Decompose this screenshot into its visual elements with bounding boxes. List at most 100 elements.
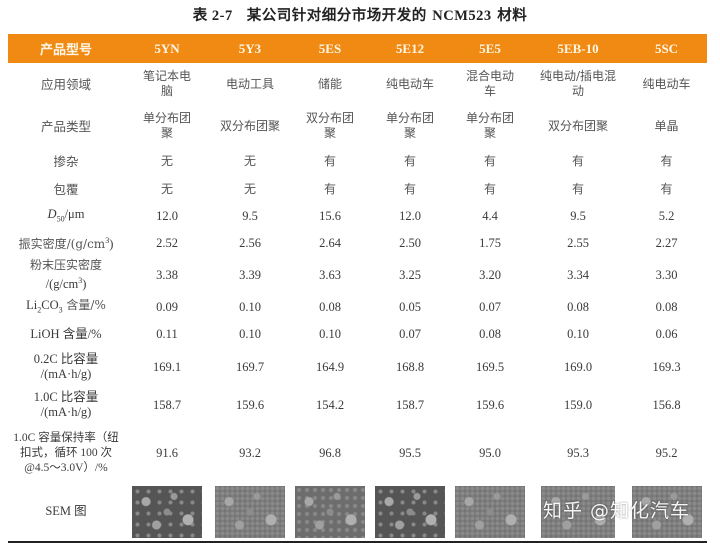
sem-image xyxy=(215,485,285,538)
table-cell: 159.6 xyxy=(235,397,265,412)
table-cell: 168.8 xyxy=(395,359,425,374)
row-label: 应用领域 xyxy=(40,76,91,92)
table-cell: 169.0 xyxy=(563,359,593,374)
table-cell: 3.25 xyxy=(399,267,421,282)
title-material: NCM523 xyxy=(432,8,492,24)
table-row-product-type: 产品类型 单分布团聚 双分布团聚 双分布团聚 单分布团聚 单分布团聚 双分布团聚… xyxy=(8,105,707,147)
table-cell: 无 xyxy=(160,182,173,196)
table-cell: 5.2 xyxy=(658,209,675,223)
table-number: 表 2-7 xyxy=(192,8,233,24)
table-cell: 有 xyxy=(571,154,584,168)
table-cell: 2.64 xyxy=(319,235,341,250)
table-cell: 3.63 xyxy=(319,267,341,282)
table-cell: 95.0 xyxy=(479,445,501,460)
table-cell: 无 xyxy=(243,154,256,168)
header-model: 5SC xyxy=(654,40,679,56)
title-text: 某公司针对细分市场开发的 xyxy=(246,8,427,24)
table-cell: 有 xyxy=(483,182,496,196)
label-part: /μm xyxy=(64,206,85,221)
sem-image xyxy=(541,485,615,538)
table-cell: 单分布团聚 xyxy=(386,111,435,140)
table-cell: 159.6 xyxy=(475,397,505,412)
table-cell: 2.27 xyxy=(655,235,678,250)
label-superscript: 3 xyxy=(78,275,83,285)
table-cell: 3.39 xyxy=(239,267,261,282)
table-row-d50: D50/μm 12.0 9.5 15.6 12.0 4.4 9.5 5.2 xyxy=(8,203,707,230)
table-cell: 有 xyxy=(323,154,336,168)
table-row-coating: 包覆 无 无 有 有 有 有 有 xyxy=(8,176,707,203)
label-part: D xyxy=(47,206,57,221)
watermark: 知乎 @知化汽车 xyxy=(543,500,691,522)
table-cell: 156.8 xyxy=(652,397,681,412)
table-cell: 0.08 xyxy=(655,300,678,314)
table-cell: 91.6 xyxy=(156,445,178,460)
label-line: 扣式，循环 100 次 xyxy=(20,446,112,459)
table-cell: 有 xyxy=(323,182,336,196)
table-cell: 154.2 xyxy=(315,397,345,412)
table-cell xyxy=(530,482,626,542)
table-cell: 169.3 xyxy=(652,359,681,374)
table-cell: 15.6 xyxy=(319,209,341,223)
table-cell: 158.7 xyxy=(395,397,425,412)
row-label: 1.0C 比容量/(mA·h/g) xyxy=(8,386,124,424)
row-label: SEM 图 xyxy=(45,504,87,518)
table-cell: 0.08 xyxy=(567,300,589,314)
table-cell xyxy=(210,482,290,542)
table-cell: 0.08 xyxy=(319,300,341,314)
table-cell xyxy=(370,482,450,542)
label-part: Li xyxy=(26,297,38,312)
table-cell: 0.09 xyxy=(156,300,178,314)
table-cell: 0.10 xyxy=(319,327,341,341)
row-label: 掺杂 xyxy=(53,154,79,169)
table-cell: 无 xyxy=(243,182,256,196)
row-label: D50/μm xyxy=(8,203,124,230)
label-subscript: 50 xyxy=(56,214,65,224)
label-subscript: 2 xyxy=(37,305,42,315)
table-cell: 9.5 xyxy=(242,209,258,223)
table-cell: 158.7 xyxy=(152,397,182,412)
table-cell: 2.50 xyxy=(399,235,421,250)
label-line: @4.5～3.0V）/% xyxy=(24,461,108,474)
table-cell: 储能 xyxy=(317,76,342,91)
table-cell: 4.4 xyxy=(482,209,498,223)
table-cell: 3.20 xyxy=(479,267,501,282)
table-cell: 双分布团聚 xyxy=(306,111,355,140)
label-line: 1.0C 比容量 xyxy=(33,390,99,404)
header-model: 5YN xyxy=(154,40,180,56)
row-label: 包覆 xyxy=(53,182,79,197)
table-row-lioh: LiOH 含量/% 0.11 0.10 0.10 0.07 0.08 0.10 … xyxy=(8,321,707,348)
table-cell: 有 xyxy=(660,154,673,168)
table-cell: 9.5 xyxy=(570,209,586,223)
table-cell: 0.07 xyxy=(479,300,501,314)
title-suffix: 材料 xyxy=(497,8,528,24)
table-row-capacity-0-2c: 0.2C 比容量/(mA·h/g) 169.1 169.7 164.9 168.… xyxy=(8,348,707,386)
table-cell: 12.0 xyxy=(399,209,421,223)
table-cell: 3.34 xyxy=(567,267,589,282)
label-superscript: 3 xyxy=(105,236,110,246)
table-cell: 有 xyxy=(403,154,416,168)
row-label: 0.2C 比容量/(mA·h/g) xyxy=(8,348,124,386)
table-cell: 有 xyxy=(660,182,673,196)
table-cell xyxy=(626,482,707,542)
label-subscript: 3 xyxy=(58,305,63,315)
sem-image xyxy=(455,485,525,538)
table-cell: 0.10 xyxy=(239,300,261,314)
label-line: /(mA·h/g) xyxy=(40,367,92,381)
table-cell: 有 xyxy=(403,182,416,196)
table-cell: 纯电动车 xyxy=(642,76,691,91)
table-cell: 笔记本电脑 xyxy=(142,69,191,98)
header-model: 5EB-10 xyxy=(557,40,599,56)
row-label: Li2CO3 含量/% xyxy=(8,294,124,321)
label-part: ) xyxy=(82,277,87,292)
table-cell xyxy=(450,482,530,542)
table-cell: 0.05 xyxy=(399,300,421,314)
table-row-li2co3: Li2CO3 含量/% 0.09 0.10 0.08 0.05 0.07 0.0… xyxy=(8,294,707,321)
label-part: ) xyxy=(109,237,114,252)
label-part: 含量/% xyxy=(62,297,106,312)
label-part: CO xyxy=(41,297,59,312)
table-cell: 双分布团聚 xyxy=(219,118,280,133)
row-label: 振实密度/(g/cm3) xyxy=(8,230,124,256)
table-cell: 0.10 xyxy=(567,327,589,341)
table-cell: 12.0 xyxy=(156,209,178,223)
table-cell: 0.08 xyxy=(479,327,501,341)
